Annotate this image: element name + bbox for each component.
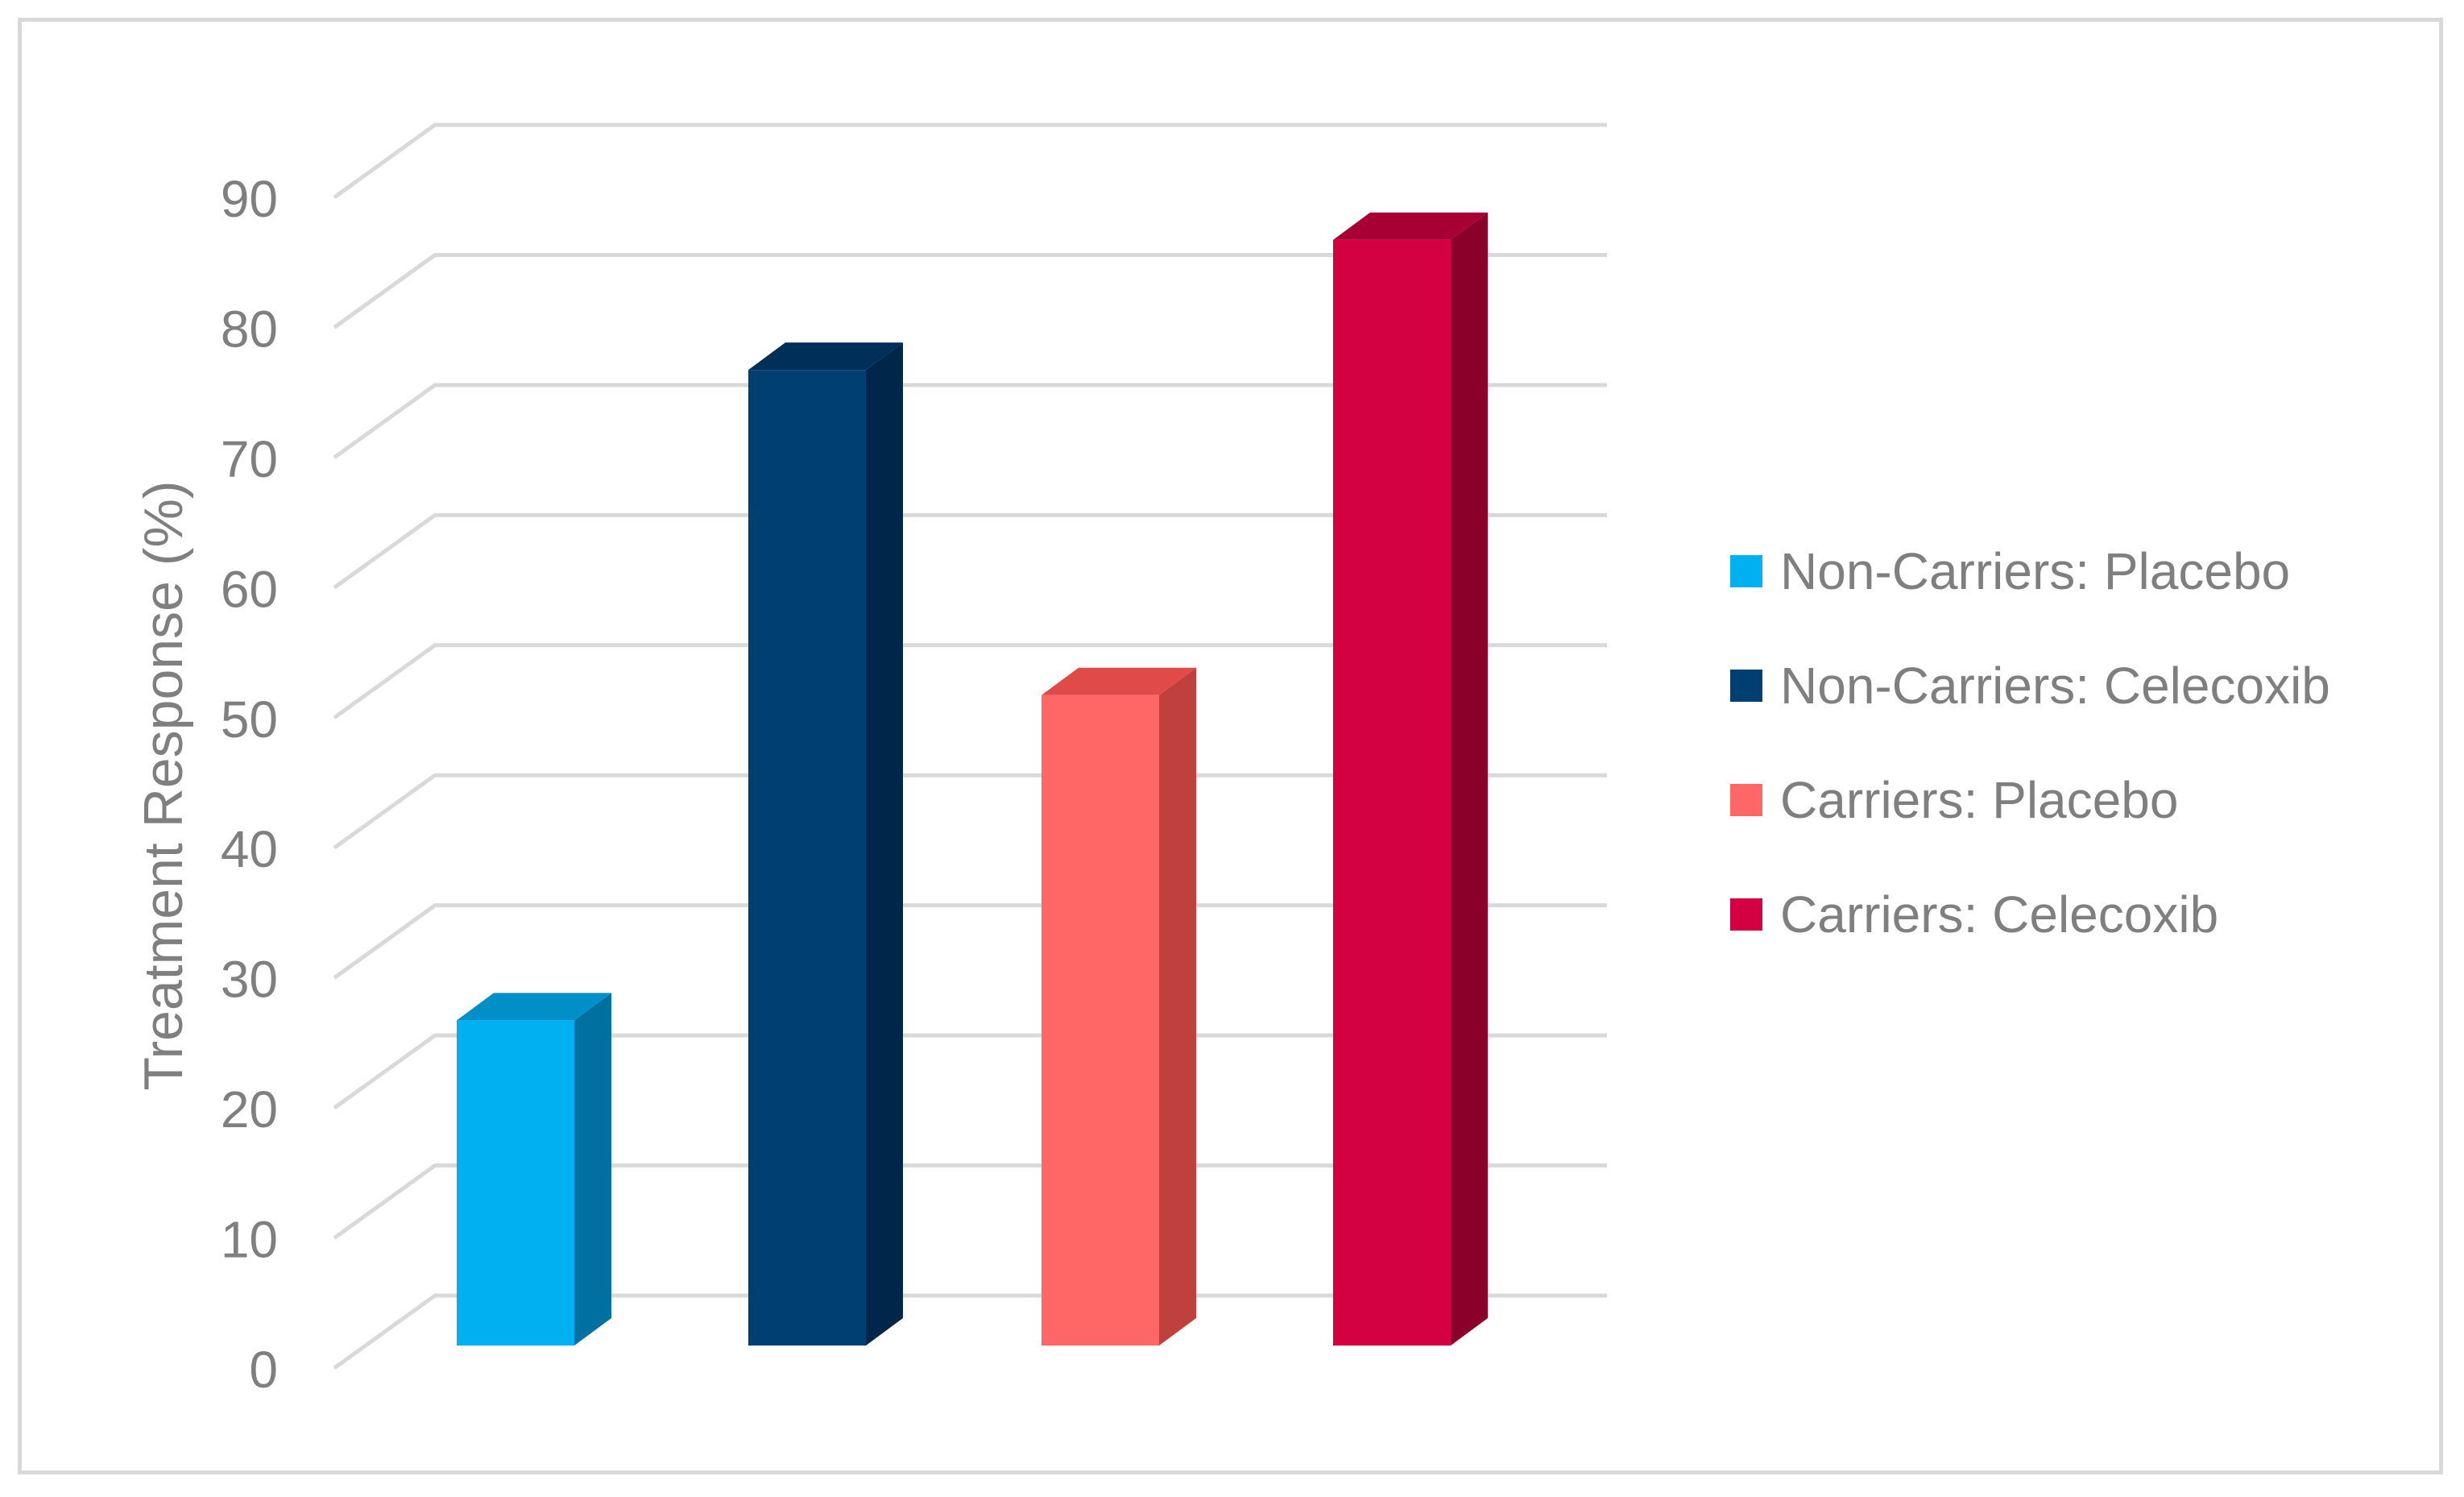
bar bbox=[1042, 695, 1159, 1346]
y-axis-label: Treatment Response (%) bbox=[133, 480, 194, 1090]
bar-top bbox=[748, 342, 903, 371]
bar-top bbox=[457, 993, 611, 1021]
y-tick-label: 30 bbox=[221, 951, 278, 1009]
gridline bbox=[333, 1163, 1607, 1240]
y-axis-ticks: 0 10 20 30 40 50 60 70 80 90 bbox=[221, 170, 278, 1399]
legend-swatch bbox=[1730, 555, 1762, 587]
y-tick-label: 0 bbox=[249, 1341, 278, 1399]
gridline bbox=[333, 773, 1607, 850]
legend-swatch bbox=[1730, 898, 1762, 931]
y-tick-label: 70 bbox=[221, 430, 278, 488]
bar-top bbox=[1042, 667, 1196, 695]
gridline bbox=[333, 512, 1607, 590]
bar bbox=[748, 370, 866, 1346]
y-tick-label: 50 bbox=[221, 690, 278, 748]
gridline bbox=[333, 383, 1607, 459]
bars bbox=[457, 212, 1488, 1346]
bar-side bbox=[574, 993, 611, 1346]
gridline bbox=[333, 643, 1607, 719]
bar bbox=[1333, 239, 1451, 1346]
y-tick-label: 10 bbox=[221, 1211, 278, 1269]
bar-side bbox=[866, 342, 903, 1346]
legend-label: Non-Carriers: Celecoxib bbox=[1780, 657, 2330, 715]
gridline bbox=[333, 122, 1607, 200]
gridline bbox=[333, 1033, 1607, 1110]
legend-label: Carriers: Placebo bbox=[1780, 771, 2178, 829]
y-tick-label: 60 bbox=[221, 560, 278, 618]
legend-label: Carriers: Celecoxib bbox=[1780, 885, 2218, 943]
bar-side bbox=[1159, 667, 1196, 1346]
gridline bbox=[333, 1293, 1607, 1371]
gridline bbox=[333, 252, 1607, 330]
y-tick-label: 20 bbox=[221, 1080, 278, 1138]
legend-swatch bbox=[1730, 670, 1762, 702]
y-tick-label: 90 bbox=[221, 170, 278, 228]
bar-top bbox=[1333, 212, 1488, 240]
chart-frame bbox=[18, 18, 2443, 1474]
legend-label: Non-Carriers: Placebo bbox=[1780, 542, 2290, 600]
bar-side bbox=[1451, 212, 1488, 1346]
gridlines bbox=[333, 122, 1607, 1371]
bar bbox=[457, 1020, 574, 1346]
legend: Non-Carriers: Placebo Non-Carriers: Celec… bbox=[1730, 542, 2330, 943]
y-tick-label: 80 bbox=[221, 300, 278, 358]
gridline bbox=[333, 903, 1607, 980]
y-tick-label: 40 bbox=[221, 820, 278, 878]
legend-swatch bbox=[1730, 784, 1762, 816]
